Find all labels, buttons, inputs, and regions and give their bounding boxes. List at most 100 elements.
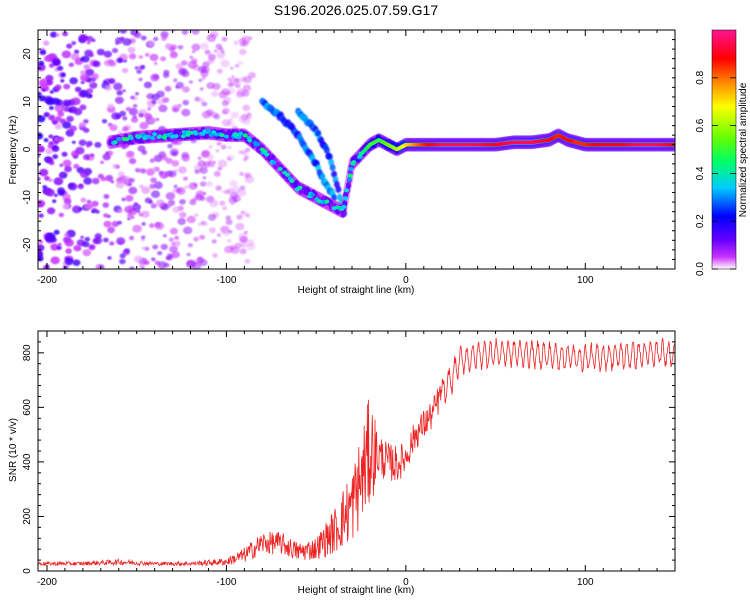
spectrogram-ridge-peak: [214, 132, 219, 137]
spectrogram-noise-blob: [80, 197, 87, 203]
spectrogram-noise-blob: [84, 203, 92, 210]
spectrogram-noise-blob: [129, 235, 135, 241]
snr-x-tick-label: 100: [577, 577, 594, 588]
spectrogram-noise-blob: [42, 40, 50, 46]
spectrogram-noise-blob: [157, 261, 167, 269]
spectrogram-noise-blob: [194, 213, 199, 217]
spectrogram-noise-blob: [216, 141, 222, 146]
spectrogram-noise-blob: [151, 99, 157, 105]
spectrogram-noise-blob: [119, 258, 126, 265]
spectrogram-noise-blob: [179, 199, 186, 205]
spectrogram-noise-blob: [107, 226, 115, 234]
spectrogram-noise-blob: [240, 210, 245, 214]
spectrogram-x-tick-label: -100: [216, 275, 236, 286]
spectrogram-noise-blob: [191, 50, 196, 54]
spectrogram-noise-blob: [244, 258, 251, 264]
spectrogram-noise-blob: [237, 60, 243, 65]
spectrogram-noise-blob: [116, 90, 123, 96]
snr-y-tick-label: 600: [22, 399, 33, 416]
spectrogram-noise-blob: [66, 229, 76, 238]
spectrogram-noise-blob: [79, 104, 87, 111]
spectrogram-noise-blob: [49, 106, 54, 110]
spectrogram-noise-blob: [175, 139, 183, 145]
spectrogram-noise-blob: [199, 259, 208, 267]
spectrogram-noise-blob: [43, 138, 49, 143]
spectrogram-noise-blob: [128, 158, 137, 165]
spectrogram-noise-blob: [38, 60, 45, 66]
spectrogram-noise-blob: [126, 151, 134, 157]
spectrogram-noise-blob: [78, 122, 86, 128]
spectrogram-noise-blob: [227, 239, 232, 243]
spectrogram-secondary-ridge-blob: [315, 129, 322, 137]
spectrogram-noise-blob: [150, 203, 157, 209]
spectrogram-noise-blob: [203, 221, 209, 226]
spectrogram-noise-blob: [102, 80, 107, 84]
spectrogram-noise-blob: [181, 70, 190, 78]
spectrogram-ridge-peak: [255, 142, 261, 147]
spectrogram-noise-blob: [174, 235, 180, 240]
spectrogram-noise-blob: [217, 159, 228, 168]
spectrogram-noise-blob: [169, 245, 178, 253]
spectrogram-noise-blob: [41, 78, 46, 82]
spectrogram-ridge-outer: [340, 210, 346, 218]
spectrogram-noise-blob: [121, 126, 129, 132]
spectrogram-noise-blob: [207, 160, 213, 165]
spectrogram-noise-blob: [79, 183, 83, 187]
spectrogram-noise-blob: [236, 188, 247, 197]
spectrogram-noise-blob: [141, 210, 150, 218]
colorbar-tick-label: 0.0: [695, 262, 706, 276]
spectrogram-noise-blob: [149, 53, 159, 62]
spectrogram-noise-blob: [122, 38, 132, 46]
spectrogram-noise-blob: [207, 58, 215, 64]
spectrogram-noise-blob: [141, 186, 151, 194]
spectrogram-ridge-peak: [242, 133, 248, 138]
spectrogram-noise-blob: [55, 105, 65, 113]
spectrogram-noise-blob: [143, 81, 152, 89]
spectrogram-noise-blob: [48, 114, 56, 121]
spectrogram-noise-blob: [54, 193, 58, 197]
spectrogram-noise-blob: [113, 82, 123, 91]
spectrogram-noise-blob: [221, 190, 226, 194]
spectrogram-noise-blob: [140, 238, 145, 242]
spectrogram-noise-blob: [138, 213, 143, 217]
spectrogram-noise-blob: [173, 78, 178, 83]
spectrogram-noise-blob: [160, 56, 167, 62]
spectrogram-noise-blob: [107, 256, 112, 260]
spectrogram-noise-blob: [54, 123, 62, 130]
spectrogram-noise-blob: [54, 116, 62, 122]
spectrogram-noise-blob: [144, 112, 152, 119]
spectrogram-noise-blob: [133, 255, 143, 263]
spectrogram-noise-blob: [191, 198, 196, 202]
spectrogram-noise-blob: [162, 97, 170, 103]
spectrogram-ridge-peak: [289, 179, 295, 183]
spectrogram-noise-blob: [147, 40, 155, 47]
spectrogram-noise-blob: [94, 233, 102, 240]
spectrogram-noise-blob: [248, 72, 256, 79]
spectrogram-noise-blob: [86, 41, 91, 45]
spectrogram-noise-blob: [138, 263, 145, 269]
colorbar-tick-label: 0.4: [695, 166, 706, 180]
spectrogram-noise-blob: [229, 180, 238, 188]
spectrogram-y-tick-label: -20: [22, 237, 33, 252]
spectrogram-noise-blob: [199, 166, 208, 174]
spectrogram-noise-blob: [197, 256, 203, 261]
spectrogram-noise-blob: [167, 143, 173, 149]
spectrogram-noise-blob: [127, 213, 132, 218]
spectrogram-noise-blob: [191, 30, 200, 35]
spectrogram-noise-blob: [188, 80, 193, 84]
spectrogram-noise-blob: [64, 165, 72, 173]
spectrogram-noise-blob: [155, 117, 160, 122]
spectrogram-noise-blob: [83, 154, 90, 161]
spectrogram-y-tick-label: 20: [22, 48, 33, 60]
spectrogram-x-tick-label: 0: [403, 275, 409, 286]
spectrogram-noise-blob: [235, 222, 245, 231]
spectrogram-noise-blob: [56, 245, 62, 250]
spectrogram-noise-blob: [197, 156, 202, 160]
spectrogram-noise-blob: [217, 166, 223, 171]
spectrogram-ridge-peak: [238, 131, 244, 136]
spectrogram-noise-blob: [52, 154, 59, 160]
spectrogram-noise-blob: [163, 234, 167, 238]
spectrogram-noise-blob: [122, 89, 126, 93]
spectrogram-noise-blob: [64, 232, 69, 237]
